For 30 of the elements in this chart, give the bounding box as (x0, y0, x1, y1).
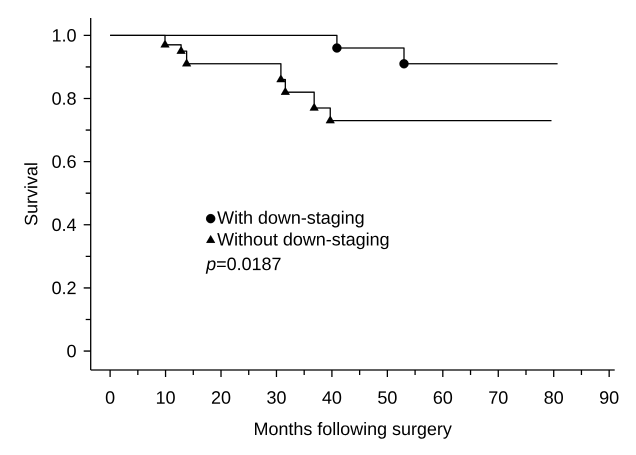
legend-label: With down-staging (217, 210, 364, 228)
y-tick-label: 0.8 (52, 92, 76, 105)
annotation: p=0.0187 (206, 258, 281, 274)
x-tick-label: 10 (156, 391, 175, 404)
point (160, 40, 170, 48)
y-tick-label: 0.6 (52, 155, 76, 168)
point (310, 102, 319, 111)
x-tick-label: 30 (267, 391, 286, 404)
point (326, 115, 335, 124)
x-tick-label: 80 (544, 391, 563, 404)
x-tick-label: 0 (106, 391, 114, 404)
point (280, 87, 290, 95)
y-tick-label: 0 (67, 344, 76, 358)
y-tick-label: 0.2 (52, 282, 76, 294)
x-tick-label: 20 (212, 391, 230, 404)
y-axis-title: Survival (24, 163, 38, 226)
point (332, 43, 342, 53)
point (276, 74, 286, 82)
x-tick-label: 70 (489, 391, 508, 404)
x-axis-title: Months following surgery (255, 422, 452, 439)
x-tick-label: 60 (434, 391, 452, 404)
point (182, 58, 192, 66)
y-tick-label: 0.4 (52, 218, 76, 232)
point (176, 46, 186, 54)
legend-label: Without down-staging (217, 232, 388, 250)
point (399, 59, 409, 68)
x-tick-label: 90 (600, 391, 618, 404)
x-tick-label: 50 (378, 391, 397, 404)
x-tick-label: 40 (322, 391, 342, 404)
y-tick-label: 1.0 (52, 29, 76, 42)
